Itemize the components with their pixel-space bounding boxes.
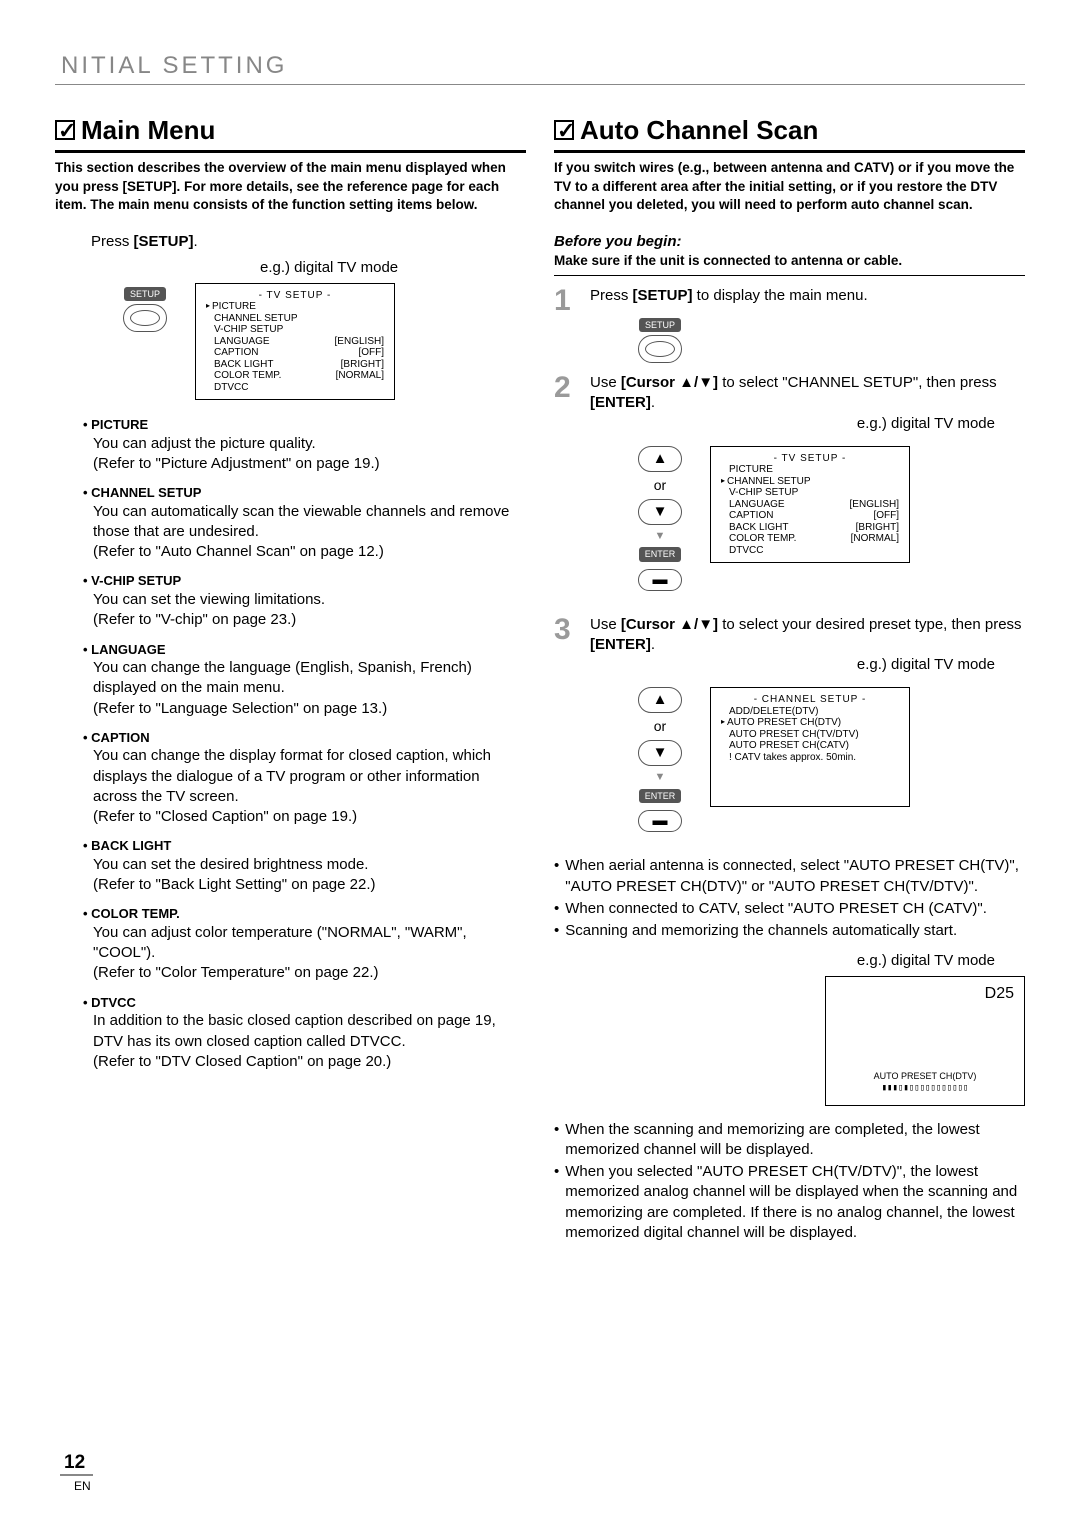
eg-label-2: e.g.) digital TV mode [590, 414, 995, 434]
step1-text-b: to display the main menu. [693, 287, 868, 304]
left-column: Main Menu This section describes the ove… [55, 113, 526, 1245]
or-text-3: or [654, 717, 666, 736]
step3-a: Use [590, 616, 621, 633]
press-text: Press [91, 233, 134, 250]
step-1-number: 1 [554, 286, 580, 316]
scan-progress-box: D25 AUTO PRESET CH(DTV) ▮▮▮▯▮▯▯▯▯▯▯▯▯▯▯▯ [825, 976, 1025, 1106]
step-2-number: 2 [554, 373, 580, 403]
down-button-icon: ▼ [638, 499, 682, 525]
menu-item: V-CHIP SETUPYou can set the viewing limi… [83, 572, 526, 630]
bullet-item: When the scanning and memorizing are com… [554, 1120, 1025, 1161]
press-setup-line: Press [SETUP]. [91, 232, 526, 252]
menu-item: CAPTIONYou can change the display format… [83, 729, 526, 828]
scan-label: AUTO PRESET CH(DTV) [826, 1070, 1024, 1082]
page-header: NITIAL SETTING [55, 50, 1025, 85]
menu-item: PICTUREYou can adjust the picture qualit… [83, 416, 526, 474]
scan-progress-bar: ▮▮▮▯▮▯▯▯▯▯▯▯▯▯▯▯ [826, 1082, 1024, 1094]
menu-item: CHANNEL SETUPYou can automatically scan … [83, 484, 526, 562]
step2-a: Use [590, 374, 621, 391]
page-lang: EN [74, 1479, 91, 1493]
tv-setup-menu-box-2: - TV SETUP -PICTURECHANNEL SETUPV-CHIP S… [710, 446, 910, 564]
auto-channel-title: Auto Channel Scan [554, 113, 1025, 153]
menu-item: COLOR TEMP.You can adjust color temperat… [83, 905, 526, 983]
step-3-number: 3 [554, 615, 580, 645]
menu-item: LANGUAGEYou can change the language (Eng… [83, 641, 526, 719]
setup-oval-icon [123, 304, 167, 332]
step-1: 1 Press [SETUP] to display the main menu… [554, 286, 1025, 363]
main-menu-title: Main Menu [55, 113, 526, 153]
enter-label-3: ENTER [639, 789, 682, 803]
or-text-2: or [654, 476, 666, 495]
cursor-controls-3: ▲ or ▼ ▼ ENTER ▬ [630, 687, 690, 832]
bullets-group-1: When aerial antenna is connected, select… [554, 856, 1025, 941]
channel-setup-menu-box: - CHANNEL SETUP -ADD/DELETE(DTV)AUTO PRE… [710, 687, 910, 807]
step3-cursor: [Cursor ▲/▼] [621, 616, 718, 633]
bullet-item: Scanning and memorizing the channels aut… [554, 921, 1025, 941]
bullet-item: When aerial antenna is connected, select… [554, 856, 1025, 897]
before-begin-note: Make sure if the unit is connected to an… [554, 252, 1025, 270]
enter-button-icon-3: ▬ [638, 810, 682, 832]
step3-c: to select your desired preset type, then… [718, 616, 1022, 633]
step2-enter: [ENTER] [590, 394, 651, 411]
cursor-controls-2: ▲ or ▼ ▼ ENTER ▬ [630, 446, 690, 591]
down-button-icon-3: ▼ [638, 740, 682, 766]
page-number: 12 EN [60, 1450, 93, 1496]
press-setup-label: [SETUP] [134, 233, 194, 250]
setup-button-label-r: SETUP [639, 318, 681, 332]
auto-channel-title-text: Auto Channel Scan [580, 115, 818, 145]
step2-c: to select "CHANNEL SETUP", then press [718, 374, 997, 391]
step2-e: . [651, 394, 655, 411]
right-column: Auto Channel Scan If you switch wires (e… [554, 113, 1025, 1245]
tv-setup-menu-box: - TV SETUP -PICTURECHANNEL SETUPV-CHIP S… [195, 283, 395, 401]
auto-channel-intro: If you switch wires (e.g., between anten… [554, 159, 1025, 214]
divider [554, 275, 1025, 276]
enter-label-2: ENTER [639, 547, 682, 561]
up-button-icon: ▲ [638, 446, 682, 472]
enter-button-icon: ▬ [638, 569, 682, 591]
eg-label-left: e.g.) digital TV mode [260, 258, 526, 278]
step1-text-a: Press [590, 287, 633, 304]
bullet-item: When connected to CATV, select "AUTO PRE… [554, 899, 1025, 919]
main-menu-intro: This section describes the overview of t… [55, 159, 526, 214]
menu-item-list: PICTUREYou can adjust the picture qualit… [83, 416, 526, 1072]
eg-label-3: e.g.) digital TV mode [590, 655, 995, 675]
setup-oval-icon-r [638, 335, 682, 363]
press-end: . [194, 233, 198, 250]
step3-e: . [651, 636, 655, 653]
menu-item: BACK LIGHTYou can set the desired bright… [83, 837, 526, 895]
step3-enter: [ENTER] [590, 636, 651, 653]
header-title: NITIAL SETTING [61, 52, 287, 79]
before-begin-heading: Before you begin: [554, 232, 1025, 252]
main-menu-title-text: Main Menu [81, 115, 215, 145]
step-3: 3 Use [Cursor ▲/▼] to select your desire… [554, 615, 1025, 847]
menu-item: DTVCCIn addition to the basic closed cap… [83, 994, 526, 1072]
setup-button-label: SETUP [124, 287, 166, 301]
bullets-group-2: When the scanning and memorizing are com… [554, 1120, 1025, 1244]
bullet-item: When you selected "AUTO PRESET CH(TV/DTV… [554, 1162, 1025, 1243]
setup-button-graphic-r: SETUP [630, 314, 690, 363]
eg-label-4: e.g.) digital TV mode [554, 951, 995, 971]
step-2: 2 Use [Cursor ▲/▼] to select "CHANNEL SE… [554, 373, 1025, 605]
step2-cursor: [Cursor ▲/▼] [621, 374, 718, 391]
scan-channel: D25 [985, 983, 1014, 1005]
step1-setup-label: [SETUP] [633, 287, 693, 304]
setup-button-graphic: SETUP [115, 283, 175, 332]
page-number-value: 12 [60, 1452, 93, 1476]
up-button-icon-3: ▲ [638, 687, 682, 713]
